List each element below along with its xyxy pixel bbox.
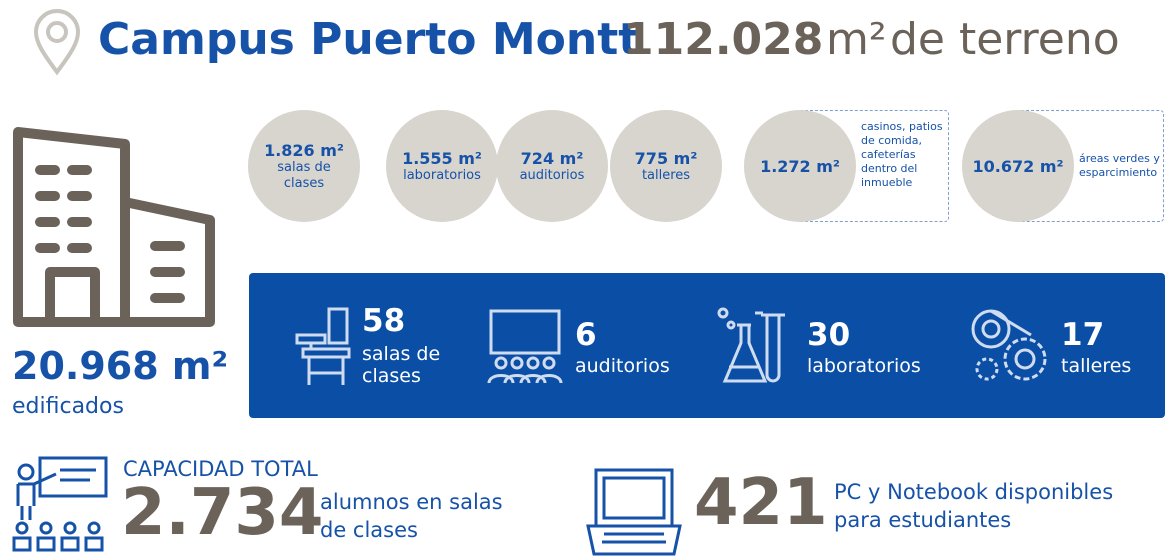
space-value: 1.826 m² <box>264 140 344 160</box>
chair-icon <box>295 307 351 385</box>
facility-value: 17 <box>1061 317 1105 353</box>
lab-icon <box>717 307 785 383</box>
gears-icon <box>971 309 1047 381</box>
presenter-icon <box>12 456 108 552</box>
computers-label: PC y Notebook disponibles para estudiant… <box>834 480 1114 532</box>
capacity-label: alumnos en salas de clases <box>320 490 503 542</box>
space-circle: 775 m² talleres <box>610 110 722 222</box>
area-label: de terreno <box>890 14 1120 65</box>
space-circle: 724 m² auditorios <box>496 110 608 222</box>
space-circle: 1.826 m² salas de clases <box>248 110 360 222</box>
facility-value: 58 <box>362 303 406 339</box>
facility-label: talleres <box>1061 355 1132 377</box>
capacity-title: CAPACIDAD TOTAL <box>123 457 318 481</box>
dashed-box <box>800 110 949 222</box>
facility-label: laboratorios <box>807 355 921 377</box>
auditorium-icon <box>487 309 563 384</box>
space-label: auditorios <box>519 167 585 183</box>
facility-value: 30 <box>807 317 851 353</box>
area-unit: m² <box>826 14 887 65</box>
dashed-box <box>1016 110 1164 222</box>
space-label: salas de clases <box>277 159 331 191</box>
laptop-icon <box>586 468 682 556</box>
built-label: edificados <box>12 394 124 419</box>
space-label: laboratorios <box>403 167 481 183</box>
space-value: 775 m² <box>634 148 698 168</box>
space-circle: 1.555 m² laboratorios <box>386 110 498 222</box>
area: 112.028 <box>623 14 824 65</box>
space-value: 10.672 m² <box>972 156 1064 176</box>
capacity-value: 2.734 <box>121 476 324 550</box>
facility-label: auditorios <box>575 355 670 377</box>
space-value: 1.555 m² <box>402 148 482 168</box>
space-label: casinos, patios de comida, cafeterías de… <box>861 120 943 189</box>
facilities-band: 58 salas de clases 6 auditorios 30 labor… <box>249 273 1165 418</box>
facility-label: salas de clases <box>362 343 441 387</box>
space-circle: 10.672 m² <box>962 110 1074 222</box>
space-label: talleres <box>641 167 691 183</box>
computers-value: 421 <box>694 466 828 540</box>
space-value: 724 m² <box>520 148 584 168</box>
title: Campus Puerto Montt <box>98 14 640 65</box>
facility-value: 6 <box>575 317 597 353</box>
built-value: 20.968 m² <box>12 344 229 388</box>
building-icon <box>13 127 215 327</box>
space-circle: 1.272 m² <box>744 110 856 222</box>
pin-icon <box>33 9 81 76</box>
space-value: 1.272 m² <box>760 156 840 176</box>
space-label: áreas verdes y esparcimiento <box>1079 152 1160 179</box>
